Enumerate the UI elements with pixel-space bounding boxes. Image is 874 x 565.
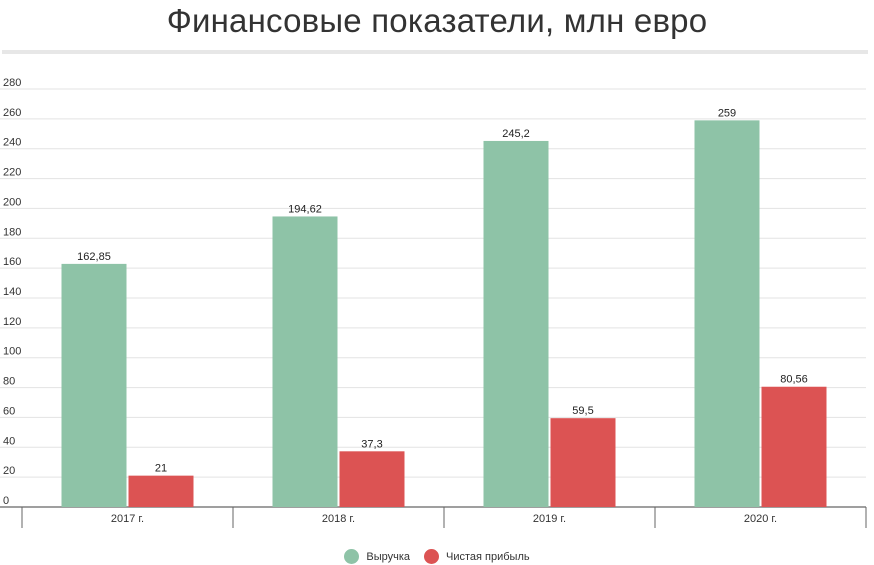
y-tick-label: 180 — [3, 226, 21, 238]
y-tick-label: 140 — [3, 286, 21, 298]
x-tick-label: 2017 г. — [111, 513, 144, 525]
bar-net-profit — [128, 475, 194, 507]
y-tick-label: 100 — [3, 346, 21, 358]
title-divider — [2, 50, 868, 54]
y-tick-label: 280 — [3, 77, 21, 89]
data-label: 80,56 — [780, 374, 808, 386]
data-label: 245,2 — [502, 128, 530, 140]
x-tick-label: 2018 г. — [322, 513, 355, 525]
x-tick-label: 2019 г. — [533, 513, 566, 525]
bar-net-profit — [339, 451, 405, 507]
chart-legend: Выручка Чистая прибыль — [0, 549, 874, 564]
legend-swatch-net-profit — [424, 549, 440, 564]
x-tick-label: 2020 г. — [744, 513, 777, 525]
y-tick-label: 40 — [3, 435, 15, 447]
bar-revenue — [272, 216, 338, 507]
legend-item-net-profit[interactable]: Чистая прибыль — [424, 549, 530, 564]
y-tick-label: 160 — [3, 256, 21, 268]
bar-net-profit — [550, 418, 616, 507]
y-tick-label: 120 — [3, 316, 21, 328]
y-tick-label: 240 — [3, 137, 21, 149]
data-label: 21 — [155, 463, 167, 475]
bar-revenue — [483, 140, 549, 508]
y-tick-label: 260 — [3, 107, 21, 119]
legend-label-revenue: Выручка — [366, 550, 411, 563]
legend-label-net-profit: Чистая прибыль — [446, 550, 530, 563]
data-label: 37,3 — [361, 438, 382, 450]
y-tick-label: 20 — [3, 465, 15, 477]
bar-net-profit — [761, 386, 827, 507]
bar-revenue — [694, 120, 760, 507]
y-tick-label: 200 — [3, 196, 21, 208]
data-label: 194,62 — [288, 203, 322, 215]
bar-revenue — [61, 263, 127, 507]
y-tick-label: 0 — [3, 495, 9, 507]
y-tick-label: 60 — [3, 405, 15, 417]
data-label: 259 — [718, 107, 736, 119]
legend-item-revenue[interactable]: Выручка — [344, 549, 410, 564]
data-label: 59,5 — [572, 405, 593, 417]
chart-title: Финансовые показатели, млн евро — [166, 2, 708, 39]
data-label: 162,85 — [77, 251, 111, 263]
y-tick-label: 80 — [3, 376, 15, 388]
bar-chart: 0 20 40 60 80 100 120 140 160 180 200 220 240 260 280 2… — [0, 77, 867, 528]
y-tick-label: 220 — [3, 167, 21, 179]
legend-swatch-revenue — [344, 549, 360, 564]
